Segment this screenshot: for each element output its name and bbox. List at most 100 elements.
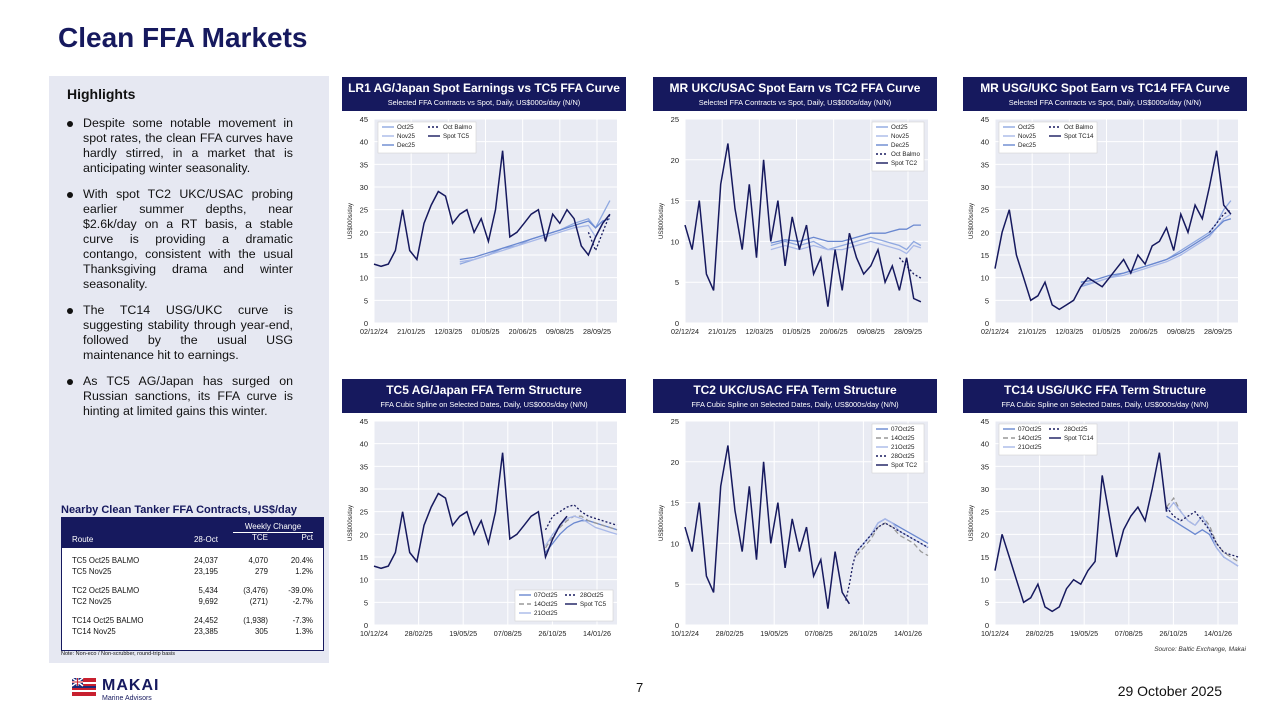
- chart-tc5-term: TC5 AG/Japan FFA Term Structure FFA Cubi…: [342, 379, 626, 639]
- series-line: [684, 143, 922, 307]
- legend-label: Spot TC14: [1064, 133, 1094, 140]
- y-axis-label: US$000s/day: [969, 505, 975, 541]
- x-tick-label: 14/01/26: [894, 629, 922, 638]
- cell-route: TC5 Nov25: [72, 567, 112, 576]
- y-axis-label: US$000s/day: [969, 203, 975, 239]
- legend-label: Spot TC2: [891, 462, 918, 469]
- series-line: [459, 218, 611, 261]
- y-tick-label: 15: [981, 553, 989, 562]
- x-tick-label: 07/08/25: [1115, 629, 1143, 638]
- cell-pct: -39.0%: [288, 586, 313, 595]
- series-line: [1080, 218, 1232, 283]
- x-tick-label: 21/01/25: [397, 327, 425, 336]
- legend-label: Oct25: [1018, 124, 1035, 131]
- y-tick-label: 20: [360, 228, 368, 237]
- series-line: [1165, 506, 1239, 558]
- y-axis-label: US$000s/day: [348, 505, 354, 541]
- cell-tce: (271): [249, 597, 268, 606]
- x-tick-label: 02/12/24: [360, 327, 388, 336]
- y-tick-label: 0: [675, 621, 679, 630]
- y-tick-label: 35: [360, 160, 368, 169]
- legend-label: Spot TC2: [891, 160, 918, 167]
- legend-label: 28Oct25: [580, 592, 604, 599]
- table-header: Weekly Change Route 28-Oct TCE Pct: [62, 518, 323, 548]
- report-date: 29 October 2025: [1117, 683, 1222, 699]
- y-tick-label: 30: [981, 485, 989, 494]
- logo-text: MAKAI: [102, 677, 160, 694]
- y-tick-label: 45: [360, 417, 368, 426]
- chart-tc2-term: TC2 UKC/USAC FFA Term Structure FFA Cubi…: [653, 379, 937, 639]
- chart-subtitle: FFA Cubic Spline on Selected Dates, Dail…: [1001, 400, 1209, 409]
- cell-tce: 305: [254, 627, 268, 636]
- legend-box: [377, 121, 477, 154]
- y-tick-label: 5: [364, 598, 368, 607]
- x-tick-label: 20/06/25: [509, 327, 537, 336]
- y-tick-label: 5: [675, 580, 679, 589]
- chart-title: LR1 AG/Japan Spot Earnings vs TC5 FFA Cu…: [348, 81, 620, 95]
- chart-svg: 0 5 10 15 20 25 30 35 40 45 02/12/24 21/01/25 12/03/…: [969, 115, 1238, 336]
- series-line: [770, 236, 922, 251]
- chart-title: TC2 UKC/USAC FFA Term Structure: [693, 383, 897, 397]
- y-tick-label: 15: [360, 251, 368, 260]
- series-line: [898, 257, 922, 279]
- y-tick-label: 30: [360, 183, 368, 192]
- series-line: [994, 150, 1232, 311]
- chart-title: TC14 USG/UKC FFA Term Structure: [1003, 383, 1207, 397]
- y-tick-label: 20: [981, 530, 989, 539]
- x-tick-label: 26/10/25: [849, 629, 877, 638]
- x-tick-label: 01/05/25: [472, 327, 500, 336]
- y-tick-label: 25: [671, 417, 679, 426]
- y-tick-label: 40: [360, 440, 368, 449]
- series-line: [544, 504, 618, 531]
- y-tick-label: 15: [671, 197, 679, 206]
- table-title: Nearby Clean Tanker FFA Contracts, US$/d…: [61, 504, 297, 516]
- y-tick-label: 20: [981, 228, 989, 237]
- cell-route: TC2 Nov25: [72, 597, 112, 606]
- y-tick-label: 25: [360, 508, 368, 517]
- cell-route: TC14 Nov25: [72, 627, 116, 636]
- logo-subtitle: Marine Advisors: [102, 695, 152, 702]
- x-tick-label: 26/10/25: [1159, 629, 1187, 638]
- chart-svg: 0 5 10 15 20 25 30 35 40 45 10/12/24 28/02/25 19/05/…: [348, 417, 618, 638]
- y-tick-label: 5: [675, 278, 679, 287]
- cell-pct: 20.4%: [290, 556, 313, 565]
- cell-pct: -2.7%: [292, 597, 313, 606]
- y-tick-label: 10: [981, 576, 989, 585]
- highlights-list: Despite some notable movement in spot ra…: [63, 116, 293, 430]
- x-tick-label: 12/03/25: [745, 327, 773, 336]
- legend-label: 28Oct25: [1064, 426, 1088, 433]
- x-tick-label: 09/08/25: [857, 327, 885, 336]
- cell-tce: 4,070: [248, 556, 268, 565]
- legend-label: 07Oct25: [891, 426, 915, 433]
- series-line: [373, 452, 568, 570]
- x-tick-label: 10/12/24: [671, 629, 699, 638]
- y-tick-label: 0: [985, 319, 989, 328]
- x-tick-label: 10/12/24: [360, 629, 388, 638]
- cell-pct: 1.3%: [295, 627, 313, 636]
- weekly-change-header: Weekly Change: [233, 522, 313, 533]
- y-axis-label: US$000s/day: [659, 505, 665, 541]
- chart-header: MR USG/UKC Spot Earn vs TC14 FFA Curve S…: [963, 77, 1247, 111]
- y-tick-label: 35: [981, 462, 989, 471]
- x-tick-label: 07/08/25: [494, 629, 522, 638]
- y-tick-label: 40: [981, 138, 989, 147]
- y-tick-label: 15: [671, 499, 679, 508]
- col-route: Route: [72, 535, 94, 544]
- chart-svg: 0 5 10 15 20 25 30 35 40 45 02/12/24 21/01/25 12/03/…: [348, 115, 617, 336]
- chart-tc14-term: TC14 USG/UKC FFA Term Structure FFA Cubi…: [963, 379, 1247, 639]
- chart-subtitle: FFA Cubic Spline on Selected Dates, Dail…: [691, 400, 899, 409]
- cell-value: 9,692: [198, 597, 218, 606]
- series-line: [856, 522, 929, 557]
- x-tick-label: 28/09/25: [583, 327, 611, 336]
- legend-label: Spot TC14: [1064, 435, 1094, 442]
- cell-route: TC14 Oct25 BALMO: [72, 616, 144, 625]
- y-tick-label: 25: [671, 115, 679, 124]
- x-tick-label: 02/12/24: [981, 327, 1009, 336]
- y-tick-label: 0: [364, 621, 368, 630]
- x-tick-label: 21/01/25: [708, 327, 736, 336]
- cell-route: TC5 Oct25 BALMO: [72, 556, 140, 565]
- y-tick-label: 45: [981, 115, 989, 124]
- chart-header: TC2 UKC/USAC FFA Term Structure FFA Cubi…: [653, 379, 937, 413]
- y-tick-label: 10: [360, 576, 368, 585]
- y-tick-label: 35: [360, 462, 368, 471]
